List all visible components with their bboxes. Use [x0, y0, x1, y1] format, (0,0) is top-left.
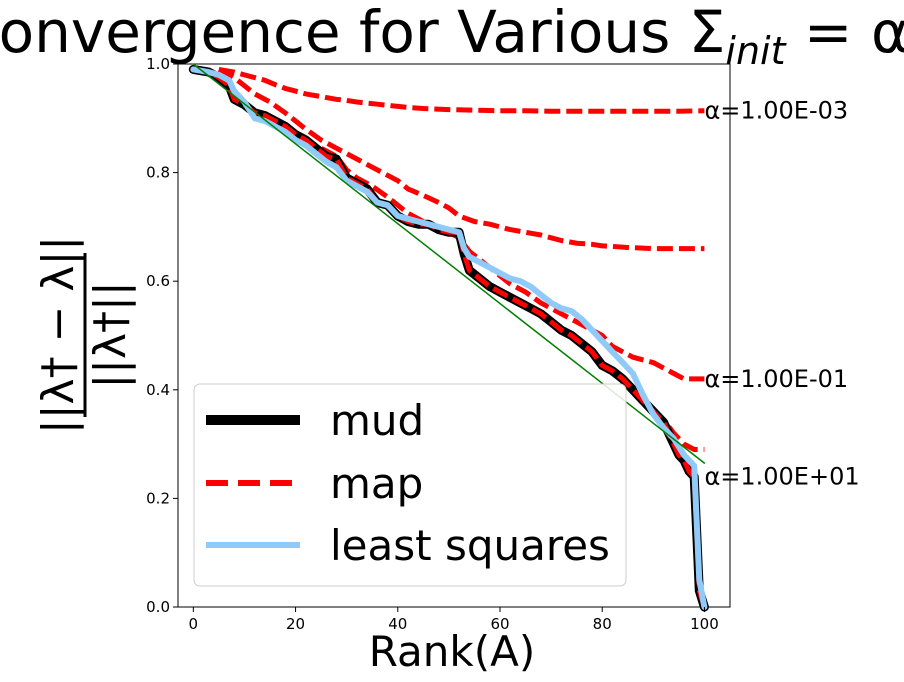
alpha-annotation: α=1.00E+01 — [704, 463, 859, 491]
x-axis-ticks: 0 20 40 60 80 100 — [189, 607, 719, 633]
legend-label-mud: mud — [330, 396, 424, 445]
y-tick-label: 0.0 — [146, 598, 170, 616]
legend-label-least-squares: least squares — [330, 521, 610, 570]
alpha-annotation: α=1.00E-01 — [704, 365, 848, 393]
series-line-curve-4 — [218, 66, 705, 114]
title-main: Convergence for Various Σ — [0, 0, 725, 66]
chart-title: Convergence for Various Σinit = αΣ — [0, 0, 904, 73]
series-line-curve-5 — [217, 67, 705, 252]
x-tick-label: 20 — [286, 615, 305, 633]
title-subscript: init — [725, 29, 787, 73]
y-tick-label: 1.0 — [146, 55, 170, 73]
y-tick-label: 0.2 — [146, 489, 170, 507]
x-tick-label: 0 — [189, 615, 199, 633]
y-tick-label: 0.8 — [146, 164, 170, 182]
alpha-annotation: α=1.00E-03 — [704, 97, 848, 125]
series-line-least-squares — [190, 66, 708, 610]
legend: mud map least squares — [193, 383, 627, 587]
annotations: α=1.00E-03 α=1.00E-01 α=1.00E+01 — [704, 97, 859, 491]
y-axis-ticks: 0.0 0.2 0.4 0.6 0.8 1.0 — [146, 55, 178, 616]
legend-label-map: map — [330, 459, 423, 508]
title-rest: = αΣ — [786, 0, 904, 66]
y-axis-label-numerator: ||λ† − λ|| — [33, 236, 84, 434]
y-axis-label: ||λ† − λ|| ||λ†|| — [33, 236, 136, 434]
legend-box — [193, 383, 627, 587]
y-axis-label-denominator: ||λ†|| — [85, 281, 136, 388]
x-tick-label: 60 — [490, 615, 509, 633]
x-tick-label: 100 — [690, 615, 719, 633]
y-tick-label: 0.4 — [146, 381, 170, 399]
x-tick-label: 80 — [593, 615, 612, 633]
x-axis-label: Rank(A) — [369, 627, 535, 676]
series-layer — [188, 63, 709, 612]
y-tick-label: 0.6 — [146, 272, 170, 290]
x-tick-label: 40 — [388, 615, 407, 633]
